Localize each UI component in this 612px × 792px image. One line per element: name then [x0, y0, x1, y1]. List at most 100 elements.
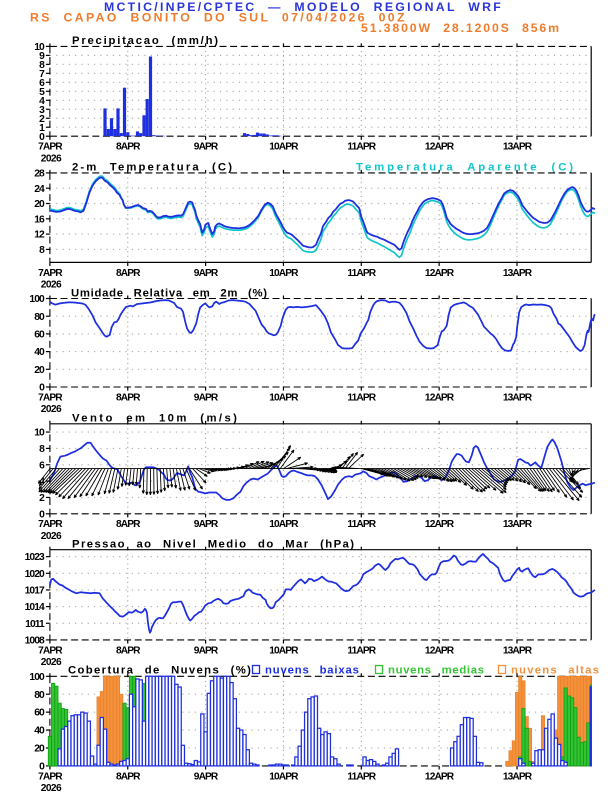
svg-text:2026: 2026: [41, 657, 62, 668]
svg-text:7APR: 7APR: [38, 645, 63, 656]
svg-text:13APR: 13APR: [503, 519, 533, 530]
svg-text:7: 7: [39, 69, 45, 80]
svg-text:8: 8: [39, 444, 45, 455]
svg-text:13APR: 13APR: [503, 645, 533, 656]
svg-text:7APR: 7APR: [38, 519, 63, 530]
svg-text:40: 40: [34, 347, 45, 358]
svg-text:3: 3: [39, 105, 45, 116]
svg-text:11APR: 11APR: [347, 519, 376, 530]
svg-text:10: 10: [34, 42, 45, 53]
svg-text:10APR: 10APR: [269, 771, 299, 782]
svg-text:9APR: 9APR: [194, 645, 219, 656]
svg-text:13APR: 13APR: [503, 771, 533, 782]
svg-text:9APR: 9APR: [194, 771, 219, 782]
svg-text:Temperatura Aparente (C): Temperatura Aparente (C): [356, 162, 576, 174]
svg-text:9APR: 9APR: [194, 142, 219, 153]
svg-text:12APR: 12APR: [425, 392, 455, 403]
svg-text:1014: 1014: [25, 602, 45, 613]
svg-text:2026: 2026: [41, 280, 62, 291]
svg-text:2026: 2026: [41, 531, 62, 542]
svg-text:16: 16: [34, 214, 45, 225]
svg-text:8APR: 8APR: [116, 771, 141, 782]
svg-text:10APR: 10APR: [269, 519, 299, 530]
svg-text:Cobertura de Nuvens (%): Cobertura de Nuvens (%): [68, 665, 252, 677]
svg-text:0: 0: [39, 509, 45, 520]
svg-text:10APR: 10APR: [269, 142, 299, 153]
svg-text:28: 28: [34, 169, 45, 180]
svg-text:20: 20: [34, 365, 45, 376]
svg-text:10APR: 10APR: [269, 268, 299, 279]
svg-text:80: 80: [34, 312, 45, 323]
svg-text:7APR: 7APR: [38, 392, 63, 403]
svg-text:24: 24: [34, 184, 45, 195]
svg-text:0: 0: [39, 762, 45, 773]
svg-text:4: 4: [39, 96, 45, 107]
svg-text:8: 8: [39, 60, 45, 71]
svg-text:8: 8: [39, 245, 45, 256]
svg-text:80: 80: [34, 690, 45, 701]
svg-text:Vento em 10m (m/s): Vento em 10m (m/s): [72, 413, 239, 425]
svg-text:8APR: 8APR: [116, 519, 141, 530]
svg-text:9APR: 9APR: [194, 392, 219, 403]
svg-text:Umidade Relativa em 2m (%): Umidade Relativa em 2m (%): [71, 287, 268, 299]
svg-text:12APR: 12APR: [425, 519, 455, 530]
svg-text:Pressao ao Nivel Medio do Mar: Pressao ao Nivel Medio do Mar (hPa): [72, 538, 355, 550]
svg-text:1017: 1017: [25, 586, 45, 597]
svg-text:5: 5: [39, 87, 45, 98]
svg-text:7APR: 7APR: [38, 771, 63, 782]
svg-text:12APR: 12APR: [425, 142, 455, 153]
svg-text:11APR: 11APR: [347, 142, 376, 153]
svg-text:12: 12: [34, 230, 45, 241]
svg-text:9: 9: [39, 51, 45, 62]
svg-text:40: 40: [34, 726, 45, 737]
svg-text:7APR: 7APR: [38, 142, 63, 153]
svg-text:20: 20: [34, 199, 45, 210]
svg-text:8APR: 8APR: [116, 142, 141, 153]
svg-text:13APR: 13APR: [503, 142, 533, 153]
svg-text:2026: 2026: [41, 783, 62, 792]
svg-text:MCTIC/INPE/CPTEC — MODELO REGI: MCTIC/INPE/CPTEC — MODELO REGIONAL WRF: [104, 0, 503, 14]
svg-text:11APR: 11APR: [347, 771, 376, 782]
svg-text:2026: 2026: [41, 404, 62, 415]
svg-text:7APR: 7APR: [38, 268, 63, 279]
svg-text:51.3800W 28.1200S 856m: 51.3800W 28.1200S 856m: [361, 21, 561, 35]
svg-text:60: 60: [34, 708, 45, 719]
svg-text:1023: 1023: [25, 552, 45, 563]
svg-text:Precipitacao (mm/h): Precipitacao (mm/h): [72, 35, 220, 47]
svg-text:13APR: 13APR: [503, 268, 533, 279]
svg-text:12APR: 12APR: [425, 645, 455, 656]
svg-text:9APR: 9APR: [194, 268, 219, 279]
svg-text:6: 6: [39, 460, 45, 471]
svg-text:100: 100: [29, 294, 45, 305]
svg-text:6: 6: [39, 78, 45, 89]
svg-text:11APR: 11APR: [347, 268, 376, 279]
svg-text:2: 2: [39, 114, 45, 125]
svg-text:0: 0: [39, 132, 45, 143]
svg-text:1: 1: [39, 123, 45, 134]
svg-text:10APR: 10APR: [269, 645, 299, 656]
svg-text:nuvens baixas: nuvens baixas: [265, 665, 360, 677]
svg-text:20: 20: [34, 744, 45, 755]
svg-text:1020: 1020: [25, 569, 45, 580]
svg-text:0: 0: [39, 383, 45, 394]
svg-text:13APR: 13APR: [503, 392, 533, 403]
svg-text:2-m Temperatura (C): 2-m Temperatura (C): [72, 162, 234, 174]
svg-text:12APR: 12APR: [425, 268, 455, 279]
svg-text:nuvens medias: nuvens medias: [388, 665, 485, 677]
svg-text:8APR: 8APR: [116, 268, 141, 279]
svg-text:2026: 2026: [41, 153, 62, 164]
svg-text:9APR: 9APR: [194, 519, 219, 530]
svg-text:10: 10: [34, 428, 45, 439]
svg-text:1008: 1008: [25, 636, 45, 647]
svg-text:60: 60: [34, 330, 45, 341]
svg-text:RS CAPAO BONITO DO SUL 07/04/: RS CAPAO BONITO DO SUL 07/04/2026 00Z: [30, 11, 407, 25]
svg-text:10APR: 10APR: [269, 392, 299, 403]
svg-text:2: 2: [39, 493, 45, 504]
svg-text:12APR: 12APR: [425, 771, 455, 782]
svg-text:100: 100: [29, 672, 45, 683]
svg-text:11APR: 11APR: [347, 645, 376, 656]
svg-text:1011: 1011: [25, 619, 45, 630]
svg-text:11APR: 11APR: [347, 392, 376, 403]
svg-text:8APR: 8APR: [116, 392, 141, 403]
svg-text:8APR: 8APR: [116, 645, 141, 656]
